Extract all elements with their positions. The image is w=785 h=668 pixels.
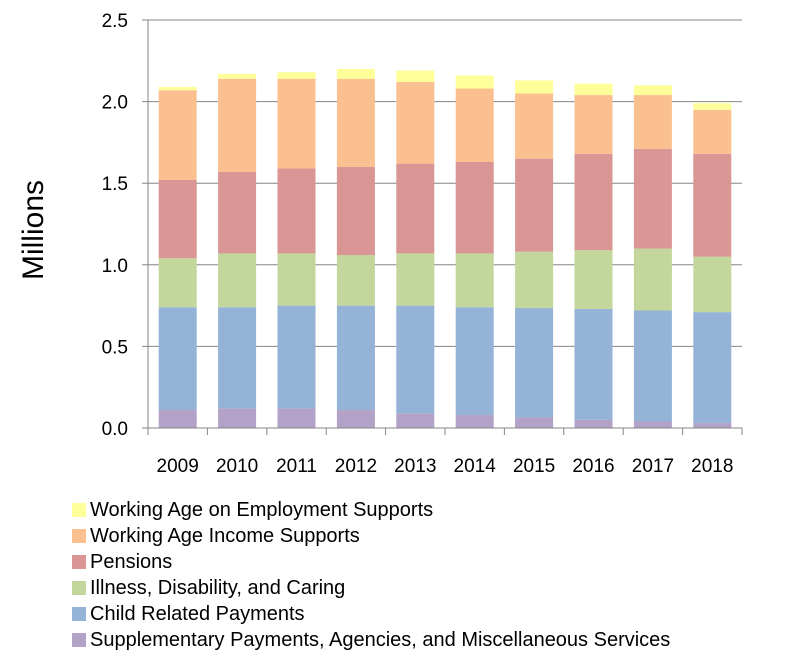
bar-segment — [158, 258, 197, 308]
bar-segment — [277, 408, 316, 428]
bars — [158, 68, 732, 428]
bar-segment — [336, 410, 375, 428]
bar-segment — [336, 78, 375, 167]
bar-segment — [277, 168, 316, 254]
axes — [142, 19, 743, 435]
bar-segment — [277, 72, 316, 79]
bar-segment — [158, 307, 197, 411]
bar-segment — [218, 253, 257, 308]
x-tick-label: 2012 — [335, 456, 377, 477]
y-tick-label: 2.5 — [102, 11, 128, 32]
legend-label: Working Age on Employment Supports — [90, 499, 433, 521]
bar-segment — [218, 73, 257, 79]
x-tick-label: 2016 — [572, 456, 614, 477]
bar-segment — [396, 305, 435, 414]
x-tick-labels: 2009 2010 2011 2012 2013 2014 2015 2016 2017 2018 — [157, 456, 734, 477]
bar-segment — [396, 70, 435, 83]
bar-segment — [218, 78, 257, 172]
bar-segment — [574, 250, 613, 309]
bar-segment — [693, 256, 732, 313]
bar-segment — [336, 68, 375, 79]
x-tick-label: 2009 — [157, 456, 199, 477]
legend-label: Working Age Income Supports — [90, 525, 360, 547]
bar-segment — [158, 410, 197, 428]
y-tick-label: 0.5 — [102, 337, 128, 358]
bar-segment — [277, 253, 316, 306]
bar-segment — [336, 305, 375, 411]
bar-segment — [277, 305, 316, 409]
bar-segment — [515, 80, 554, 94]
bar-segment — [515, 251, 554, 309]
x-tick-label: 2015 — [513, 456, 555, 477]
bar-segment — [574, 308, 613, 420]
bar-segment — [218, 171, 257, 254]
legend-swatch — [72, 503, 86, 517]
bar-segment — [515, 417, 554, 428]
bar-segment — [574, 95, 613, 154]
bar-segment — [693, 103, 732, 110]
legend-label: Supplementary Payments, Agencies, and Mi… — [90, 629, 670, 651]
x-tick-label: 2014 — [454, 456, 497, 477]
bar-segment — [633, 421, 672, 428]
bar-segment — [633, 148, 672, 249]
bar-segment — [455, 253, 494, 308]
bar-segment — [455, 88, 494, 162]
bar-segment — [515, 158, 554, 252]
legend-label: Illness, Disability, and Caring — [90, 577, 345, 599]
bar-segment — [633, 95, 672, 149]
legend-swatch — [72, 633, 86, 647]
legend-swatch — [72, 555, 86, 569]
bar-segment — [455, 307, 494, 415]
bar-segment — [574, 83, 613, 96]
bar-segment — [218, 307, 257, 409]
x-tick-label: 2010 — [216, 456, 258, 477]
bar-segment — [158, 86, 197, 91]
bar-segment — [693, 312, 732, 424]
bar-segment — [574, 153, 613, 251]
legend-label: Pensions — [90, 551, 172, 573]
bar-segment — [633, 85, 672, 96]
bar-segment — [455, 414, 494, 428]
x-tick-label: 2011 — [276, 456, 317, 477]
bar-segment — [158, 90, 197, 180]
y-axis-label: Millions — [17, 180, 50, 280]
bar-segment — [396, 413, 435, 428]
bar-segment — [396, 253, 435, 306]
bar-segment — [633, 310, 672, 422]
bar-segment — [336, 255, 375, 306]
bar-segment — [574, 419, 613, 428]
x-tick-label: 2017 — [632, 456, 674, 477]
y-tick-label: 0.0 — [102, 419, 128, 440]
bar-segment — [693, 153, 732, 257]
legend-swatch — [72, 529, 86, 543]
bar-segment — [396, 163, 435, 254]
y-tick-label: 1.5 — [102, 174, 128, 195]
bar-segment — [515, 308, 554, 418]
bar-segment — [455, 161, 494, 254]
x-tick-label: 2018 — [691, 456, 733, 477]
legend-swatch — [72, 607, 86, 621]
bar-segment — [336, 166, 375, 256]
x-tick-label: 2013 — [394, 456, 436, 477]
bar-segment — [455, 75, 494, 89]
bar-segment — [158, 179, 197, 259]
legend-swatch — [72, 581, 86, 595]
bar-segment — [693, 423, 732, 428]
y-tick-label: 1.0 — [102, 256, 128, 277]
bar-segment — [218, 408, 257, 428]
bar-segment — [633, 248, 672, 311]
y-tick-labels: 0.0 0.5 1.0 1.5 2.0 2.5 — [102, 11, 128, 440]
bar-segment — [515, 93, 554, 159]
bar-segment — [396, 82, 435, 164]
y-tick-label: 2.0 — [102, 93, 128, 114]
legend-label: Child Related Payments — [90, 603, 305, 625]
bar-segment — [277, 78, 316, 169]
legend: Working Age on Employment Supports Workin… — [72, 499, 670, 651]
bar-segment — [693, 109, 732, 154]
